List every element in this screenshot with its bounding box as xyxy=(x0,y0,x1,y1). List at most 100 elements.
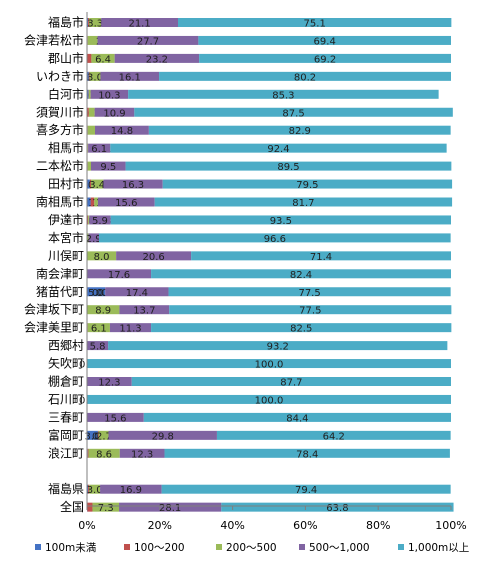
data-label: 12.3 xyxy=(131,449,153,460)
data-label: 82.9 xyxy=(289,126,311,137)
legend-swatch xyxy=(35,544,41,550)
x-tick-label: 0% xyxy=(78,519,95,532)
data-label: 80.2 xyxy=(294,72,316,83)
category-label: 二本松市 xyxy=(36,158,84,173)
data-label: 10.9 xyxy=(103,108,125,119)
data-label: 75.1 xyxy=(304,19,326,30)
bar-segment xyxy=(87,54,91,63)
data-label: 10.3 xyxy=(98,90,120,101)
data-label: 6.1 xyxy=(91,324,107,335)
data-label: 78.4 xyxy=(296,449,318,460)
data-label: 6.4 xyxy=(95,54,111,65)
bar-segment xyxy=(88,126,95,135)
data-label: 92.4 xyxy=(267,144,289,155)
bar-segment xyxy=(87,108,88,117)
data-label: 15.6 xyxy=(115,198,137,209)
category-label: 福島県 xyxy=(48,481,84,496)
category-label: 猪苗代町 xyxy=(36,285,84,299)
data-label: 82.5 xyxy=(290,324,312,335)
category-label: 南会津町 xyxy=(36,266,84,281)
category-label: 田村市 xyxy=(48,176,84,191)
data-label: 17.4 xyxy=(126,288,148,299)
category-label: 郡山市 xyxy=(48,50,84,65)
data-label: 13.7 xyxy=(133,306,155,317)
data-label: 7.3 xyxy=(98,503,114,514)
category-label: 会津坂下町 xyxy=(24,303,84,317)
data-label: 85.3 xyxy=(272,90,294,101)
bar-segment xyxy=(88,215,89,224)
data-label: 81.7 xyxy=(292,198,314,209)
data-label: 16.9 xyxy=(120,485,142,496)
legend-swatch xyxy=(124,544,130,550)
category-label: 本宮市 xyxy=(48,230,84,245)
category-label: 会津若松市 xyxy=(24,32,84,47)
category-label: 浪江町 xyxy=(48,445,84,460)
category-label: 会津美里町 xyxy=(24,321,84,335)
category-label: 三春町 xyxy=(48,410,84,424)
data-label: 96.6 xyxy=(264,234,286,245)
data-label: 5.8 xyxy=(90,342,106,353)
data-label: 77.5 xyxy=(299,306,321,317)
data-label: 28.1 xyxy=(159,503,181,514)
legend-swatch xyxy=(216,544,222,550)
category-label: 全国 xyxy=(60,499,84,514)
legend-label: 1,000m以上 xyxy=(408,542,469,554)
category-label: 福島市 xyxy=(48,15,84,30)
data-label: 11.3 xyxy=(119,324,141,335)
data-label: 6.1 xyxy=(91,144,107,155)
data-label: 14.8 xyxy=(111,126,133,137)
data-label: 100.0 xyxy=(255,395,284,406)
legend-label: 500～1,000 xyxy=(309,542,370,554)
category-label: 川俣町 xyxy=(48,249,84,263)
bar-segment xyxy=(88,162,91,171)
category-label: 南相馬市 xyxy=(36,194,84,209)
data-label: 20.6 xyxy=(142,252,164,263)
data-label: 8.9 xyxy=(95,306,111,317)
data-label: 77.5 xyxy=(298,288,320,299)
data-label: 87.5 xyxy=(282,108,304,119)
x-tick-label: 20% xyxy=(148,519,172,532)
data-label: 15.6 xyxy=(104,413,126,424)
category-label: 西郷村 xyxy=(48,339,84,353)
x-tick-label: 80% xyxy=(366,519,390,532)
data-label: 93.5 xyxy=(270,216,292,227)
data-label: 12.3 xyxy=(98,378,120,389)
legend-label: 200～500 xyxy=(226,542,277,554)
category-label: いわき市 xyxy=(36,68,84,83)
legend-label: 100m未満 xyxy=(45,542,97,554)
data-label: 9.5 xyxy=(100,162,116,173)
data-label: 79.4 xyxy=(295,485,317,496)
bar-segment xyxy=(89,90,91,99)
data-label: 93.2 xyxy=(267,342,289,353)
data-label: 29.8 xyxy=(152,431,174,442)
data-label: 3.3 xyxy=(87,19,103,30)
data-label: 71.4 xyxy=(310,252,332,263)
data-label: 87.7 xyxy=(280,378,302,389)
category-label: 喜多方市 xyxy=(36,122,84,137)
data-label: 21.1 xyxy=(128,19,150,30)
data-label: 64.2 xyxy=(323,431,345,442)
data-label: 8.6 xyxy=(96,449,112,460)
data-label: 69.4 xyxy=(314,36,336,47)
data-label: 27.7 xyxy=(137,36,159,47)
data-label: 63.8 xyxy=(326,503,348,514)
data-label: 5.9 xyxy=(92,216,108,227)
data-label: 89.5 xyxy=(277,162,299,173)
data-label: 79.5 xyxy=(296,180,318,191)
bar-segment xyxy=(89,108,95,117)
category-label: 伊達市 xyxy=(48,212,84,227)
category-label: 相馬市 xyxy=(48,140,84,155)
bar-segment xyxy=(88,449,89,458)
data-label: 17.6 xyxy=(108,270,130,281)
x-tick-label: 60% xyxy=(293,519,317,532)
x-tick-label: 40% xyxy=(220,519,244,532)
data-label: 8.0 xyxy=(94,252,110,263)
legend-swatch xyxy=(398,544,404,550)
legend-swatch xyxy=(299,544,305,550)
data-label: 82.4 xyxy=(290,270,312,281)
category-label: 棚倉町 xyxy=(48,374,84,389)
data-label: 23.2 xyxy=(146,54,168,65)
category-label: 富岡町 xyxy=(48,427,84,442)
